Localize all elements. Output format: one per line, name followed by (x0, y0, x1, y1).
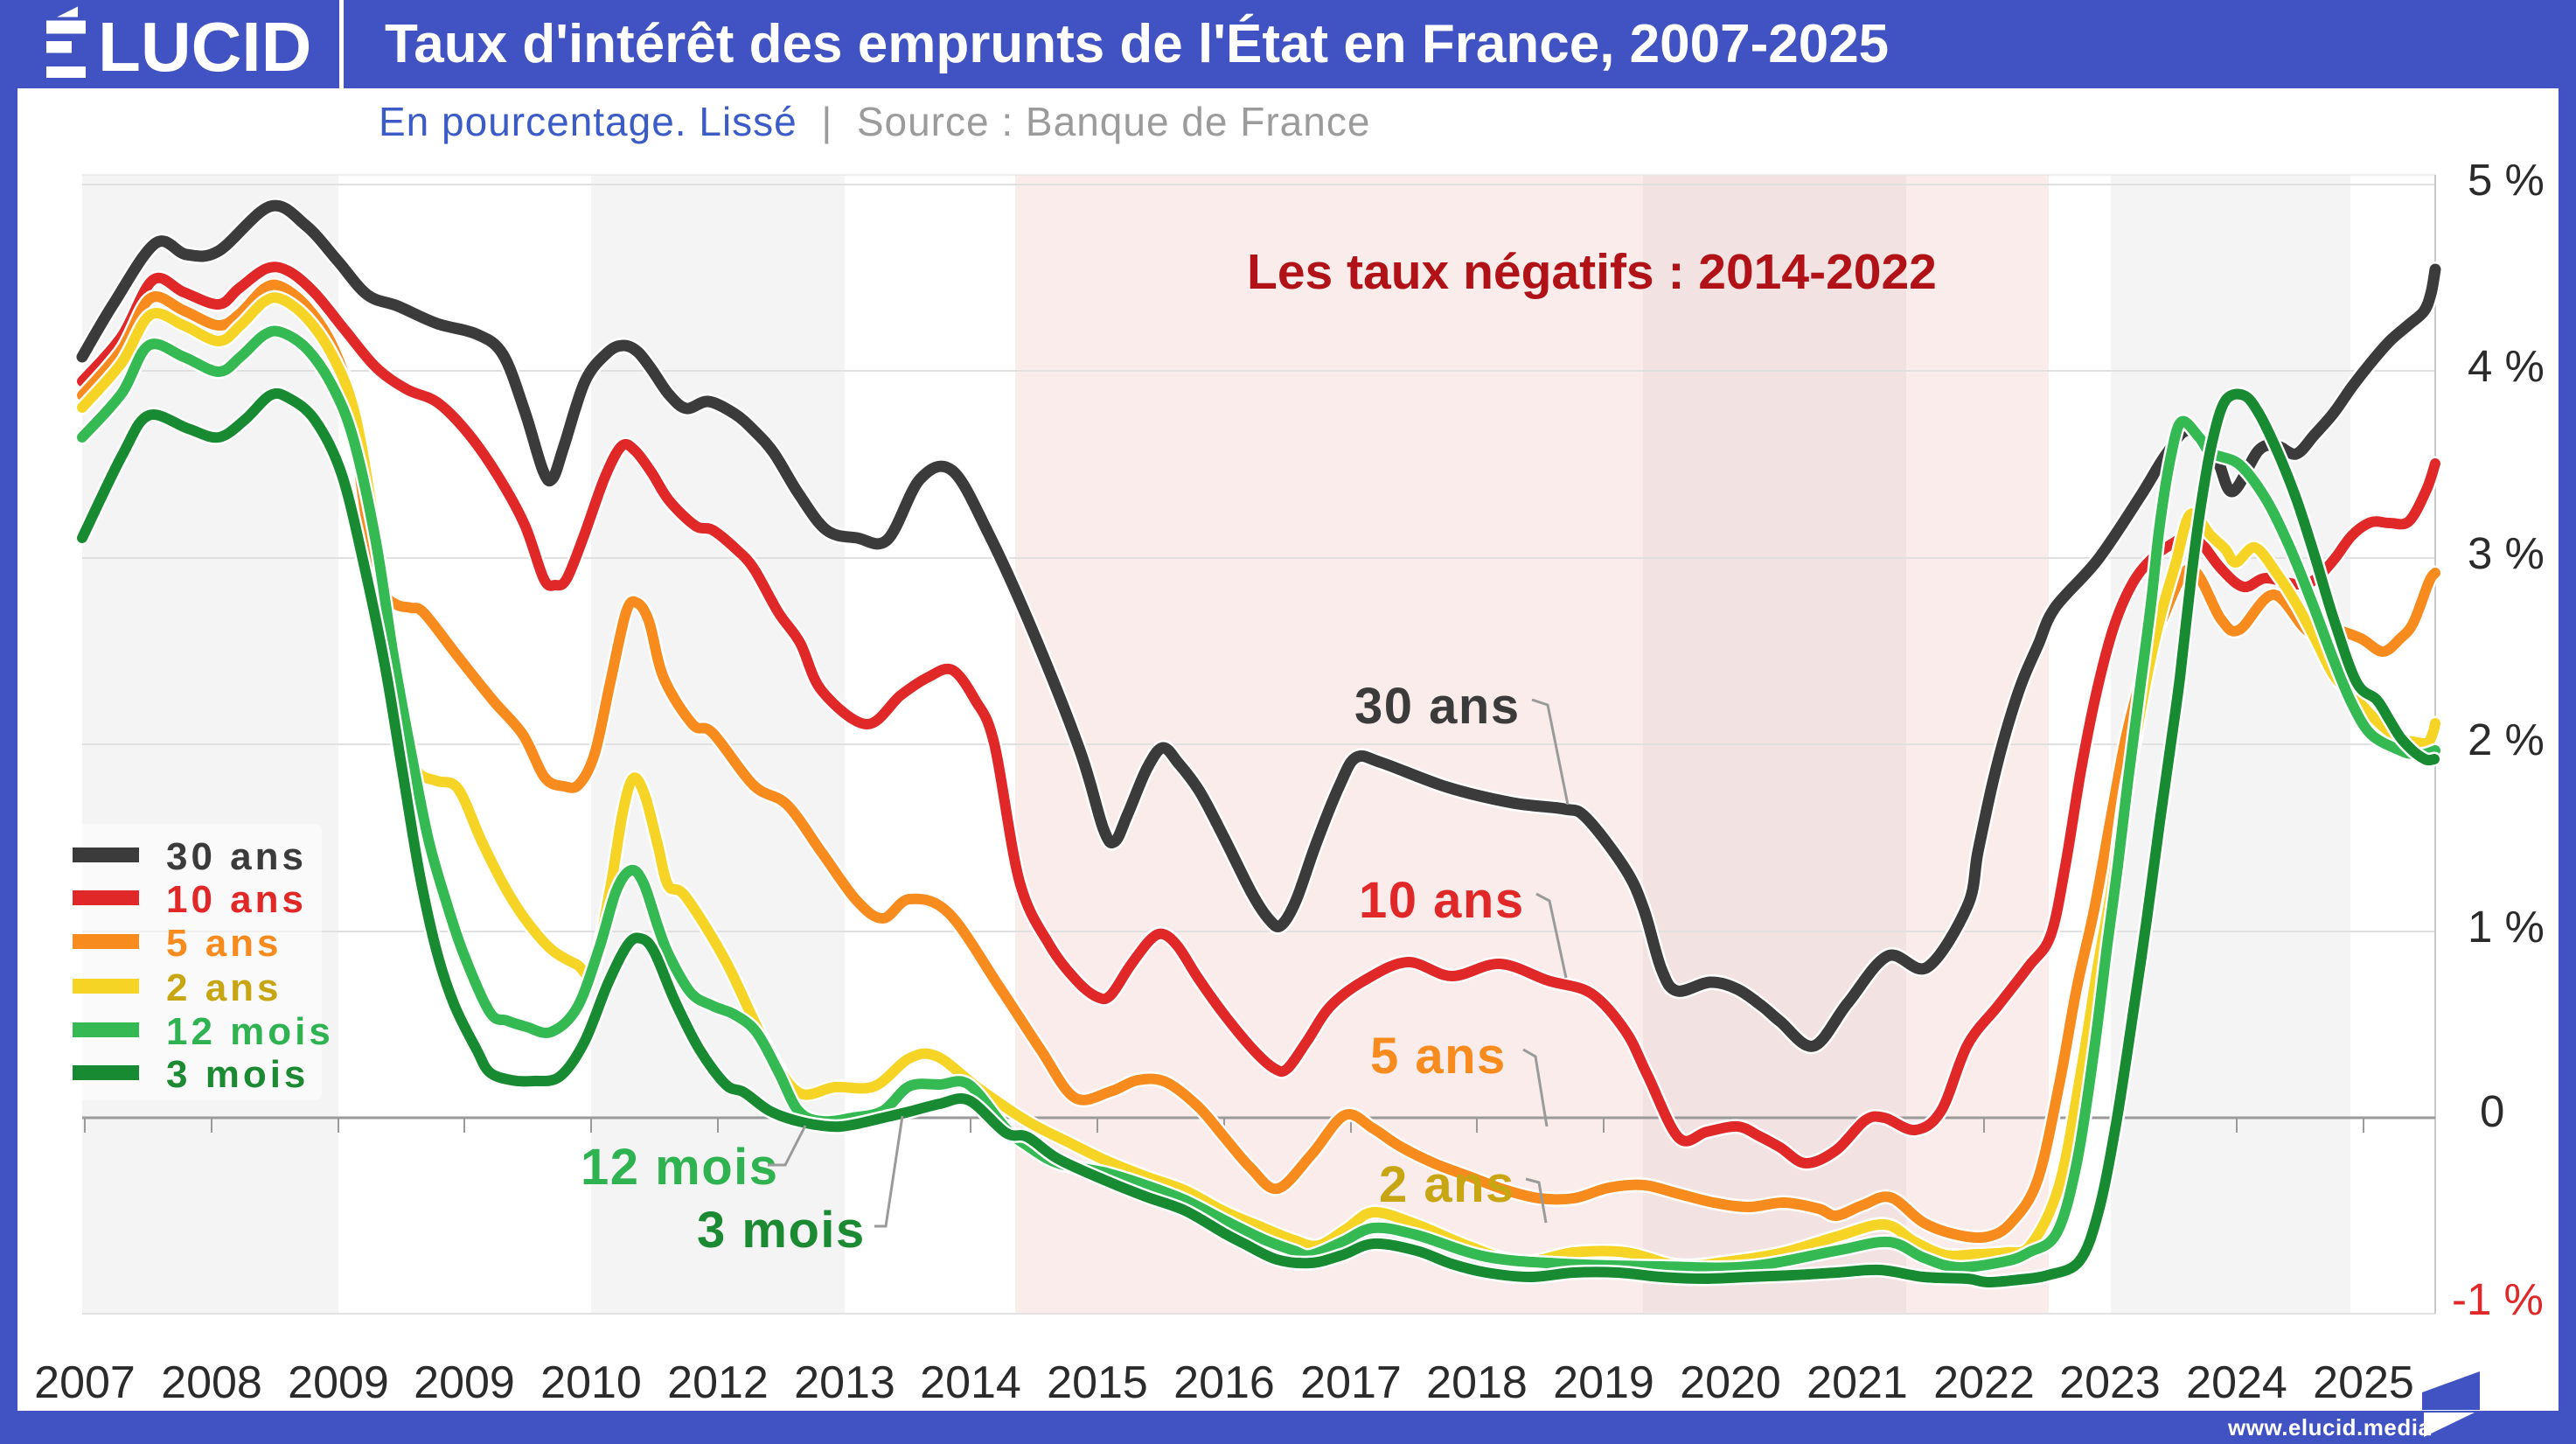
svg-text:2025: 2025 (2313, 1357, 2414, 1408)
svg-text:30 ans: 30 ans (1354, 678, 1521, 735)
svg-text:2014: 2014 (920, 1357, 1021, 1408)
svg-text:5 ans: 5 ans (1370, 1028, 1507, 1085)
svg-text:2018: 2018 (1426, 1357, 1528, 1408)
svg-text:10 ans: 10 ans (1359, 872, 1525, 929)
svg-text:4 %: 4 % (2468, 341, 2545, 391)
svg-text:-1 %: -1 % (2452, 1274, 2544, 1324)
svg-text:2015: 2015 (1047, 1357, 1148, 1408)
svg-text:Les taux négatifs : 2014-2022: Les taux négatifs : 2014-2022 (1247, 244, 1937, 300)
svg-text:3 mois: 3 mois (697, 1202, 866, 1259)
svg-text:2017: 2017 (1300, 1357, 1402, 1408)
svg-text:2021: 2021 (1807, 1357, 1908, 1408)
svg-text:2008: 2008 (161, 1357, 262, 1408)
svg-text:2013: 2013 (794, 1357, 895, 1408)
svg-text:12 mois: 12 mois (581, 1139, 779, 1196)
svg-text:0: 0 (2480, 1086, 2504, 1136)
svg-text:30 ans: 30 ans (166, 835, 307, 878)
svg-text:2009: 2009 (288, 1357, 389, 1408)
svg-text:2012: 2012 (667, 1357, 769, 1408)
svg-text:2019: 2019 (1553, 1357, 1654, 1408)
svg-text:2016: 2016 (1173, 1357, 1275, 1408)
svg-text:2 %: 2 % (2468, 715, 2545, 764)
svg-text:2024: 2024 (2186, 1357, 2287, 1408)
svg-text:2 ans: 2 ans (166, 966, 282, 1009)
svg-text:10 ans: 10 ans (166, 878, 307, 921)
svg-text:3 %: 3 % (2468, 528, 2545, 578)
svg-text:2022: 2022 (1933, 1357, 2035, 1408)
svg-text:2010: 2010 (540, 1357, 642, 1408)
svg-text:5 %: 5 % (2468, 155, 2545, 205)
svg-text:2007: 2007 (34, 1357, 136, 1408)
svg-text:2020: 2020 (1680, 1357, 1781, 1408)
svg-text:3 mois: 3 mois (166, 1053, 309, 1096)
svg-text:2009: 2009 (414, 1357, 515, 1408)
svg-text:12 mois: 12 mois (166, 1010, 334, 1053)
svg-text:1 %: 1 % (2468, 902, 2545, 952)
svg-text:2 ans: 2 ans (1379, 1156, 1515, 1213)
svg-text:2023: 2023 (2059, 1357, 2161, 1408)
svg-text:5 ans: 5 ans (166, 922, 282, 965)
